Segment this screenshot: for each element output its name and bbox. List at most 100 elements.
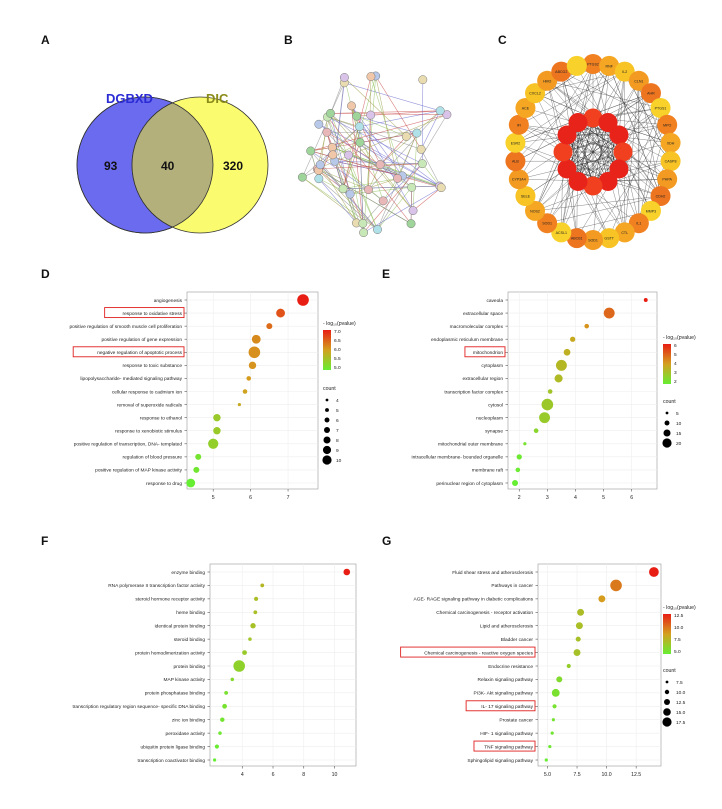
hub-edge [518,71,625,126]
hub-outer-node [566,55,587,76]
hub-outer-node [650,98,671,118]
hub-edge [577,134,620,182]
ppi-node [418,75,428,85]
hub-edge [518,124,671,144]
hub-inner-node [568,113,588,133]
hub-edge [535,195,661,212]
ppi-node [373,225,382,234]
x-tick-label: 10.0 [602,772,612,778]
size-legend-title: count [663,399,676,405]
ppi-edge [350,178,398,195]
hub-outer-label: ALB [512,160,519,164]
color-legend-bar [663,344,671,384]
ppi-node [314,119,324,129]
data-point [193,466,200,473]
ppi-edge [327,116,412,224]
hub-outer-label: CDH2 [656,195,666,199]
ppi-edge [327,116,378,230]
data-point [242,389,248,394]
panel-label-d: D [41,267,50,281]
ppi-edge [344,82,441,112]
hub-inner-node [583,176,603,196]
ppi-edge [320,126,360,165]
size-legend-label: 5 [336,408,339,414]
hub-inner-node [553,142,573,162]
size-legend-dot [662,438,672,448]
hub-edge [518,142,671,180]
hub-inner-node [598,113,618,133]
y-tick-label: transcription coactivator binding [138,758,206,764]
ppi-edge [302,176,364,224]
hub-edge [618,124,668,170]
x-tick-label: 5.0 [544,772,551,778]
data-point [584,323,590,329]
ppi-node [352,111,362,121]
color-legend-tick: 5.0 [674,649,681,655]
data-point [523,442,527,446]
ppi-edge [344,77,407,137]
highlight-box [72,346,185,358]
hub-inner-node [598,171,618,191]
hub-outer-node [614,222,635,243]
data-point [246,376,252,381]
y-tick-label: nucleoplasm [476,415,503,421]
data-point [260,583,265,588]
venn-overlap-count: 40 [161,159,175,173]
y-tick-label: positive regulation of gene expression [101,337,182,343]
hub-edge [566,122,609,170]
ppi-edge [377,187,412,230]
hub-outer-label: CLN1 [634,79,643,83]
venn-left-label: DGBXD [106,91,153,106]
y-tick-label: protein phosphatase binding [145,691,206,697]
data-point [551,718,555,722]
x-tick-label: 3 [546,495,549,501]
ppi-node [406,219,416,229]
y-tick-label: Endocrine resistance [488,664,533,670]
hub-outer-node [660,132,681,153]
hub-edge [609,107,661,239]
hub-outer-label: CYP3A4 [512,178,526,182]
panel-label-e: E [382,267,391,281]
ppi-network [297,71,452,238]
hub-outer-node [508,114,529,135]
y-tick-label: positive regulation of transcription, DN… [74,442,183,448]
y-tick-label: perinuclear region of cytoplasm [436,481,503,487]
y-tick-label: Chemical carcinogenesis - receptor activ… [436,610,533,616]
y-tick-label: zinc ion binding [172,718,205,724]
ppi-node [393,173,402,183]
x-tick-label: 6 [630,495,633,501]
y-tick-label: protein homodimerization activity [135,650,205,656]
size-legend-dot [323,436,331,444]
hub-outer-node [537,213,558,234]
color-legend-tick: 2 [674,379,677,385]
y-tick-label: peroxidase activity [166,731,206,737]
data-point [512,480,519,486]
data-point [248,361,257,370]
size-legend-dot [664,420,670,426]
hub-outer-label: RNF [606,64,614,68]
ppi-edge [363,163,423,233]
hub-edge [577,122,609,182]
data-point [575,636,581,642]
ppi-node [359,228,369,238]
color-legend-bar [323,330,331,370]
y-tick-label: response to ethanol [140,415,182,421]
ppi-edge [326,131,417,134]
ppi-edge [382,163,423,202]
ppi-edge [359,110,441,127]
hub-outer-label: SOD1 [588,239,598,243]
data-point [541,398,554,411]
y-tick-label: AGE- RAGE signaling pathway in diabetic … [414,597,534,603]
data-point [297,294,309,306]
size-legend-dot [325,398,329,402]
ppi-node [364,185,373,195]
y-tick-label: Prostate cancer [499,718,533,724]
y-tick-label: ubiquitin protein ligase binding [140,744,205,750]
ppi-edge [410,187,412,224]
ppi-edge [330,113,378,230]
y-tick-label: extracellular space [463,311,503,317]
color-legend-tick: 5.5 [334,356,341,362]
color-legend-bar [663,614,671,654]
panel-label-c: C [498,33,507,47]
hub-outer-node [583,230,603,250]
